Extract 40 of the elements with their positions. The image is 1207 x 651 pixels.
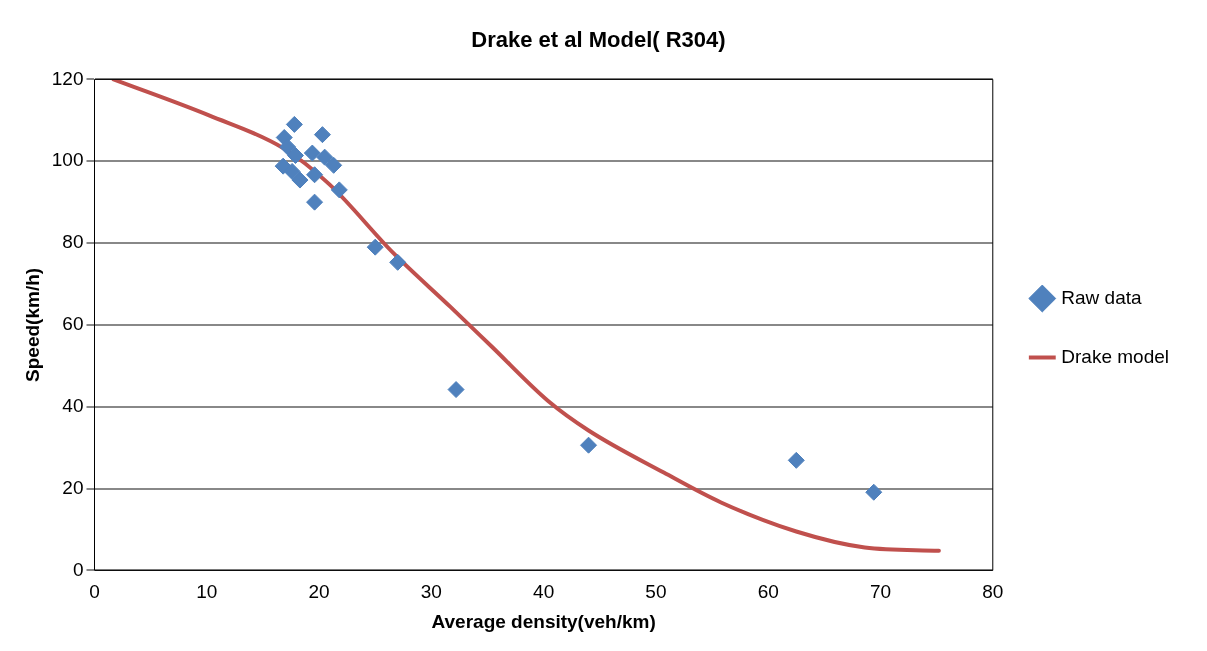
point (330, 181, 348, 199)
legend-label: Drake model (1061, 345, 1170, 367)
x-tick-label: 30 (420, 581, 442, 603)
x-tick-label: 70 (869, 581, 892, 603)
y-tick-label: 60 (62, 313, 84, 335)
point (865, 483, 883, 501)
x-tick-label: 20 (308, 581, 330, 603)
x-tick-label: 40 (533, 581, 555, 603)
point (316, 148, 334, 166)
point (389, 253, 407, 271)
x-tick-label: 50 (645, 581, 667, 603)
point (306, 193, 324, 211)
y-tick-label: 120 (51, 67, 84, 89)
point (787, 451, 805, 469)
point (291, 171, 309, 189)
point (279, 138, 297, 156)
y-tick-label: 0 (72, 558, 84, 580)
point (325, 156, 343, 174)
legend-label: Raw data (1061, 286, 1142, 308)
point (580, 436, 598, 454)
x-tick-label: 60 (757, 581, 779, 603)
x-tick-label: 0 (89, 581, 100, 603)
point (286, 147, 304, 165)
x-tick-label: 10 (196, 581, 218, 603)
point (366, 238, 384, 256)
y-axis-title: Speed(km/h) (21, 267, 43, 382)
point (447, 381, 465, 399)
point (313, 126, 331, 144)
y-tick-label: 100 (51, 149, 84, 171)
point (283, 162, 301, 180)
y-tick-label: 80 (62, 231, 84, 253)
line-series (111, 79, 941, 553)
point (306, 166, 324, 184)
x-axis-title: Average density(veh/km) (431, 610, 656, 632)
chart-title: Drake et al Model( R304) (471, 27, 726, 53)
point (285, 115, 303, 133)
y-tick-label: 40 (62, 394, 84, 416)
x-tick-label: 80 (982, 581, 1004, 603)
point (303, 144, 321, 162)
y-tick-label: 20 (62, 476, 84, 498)
